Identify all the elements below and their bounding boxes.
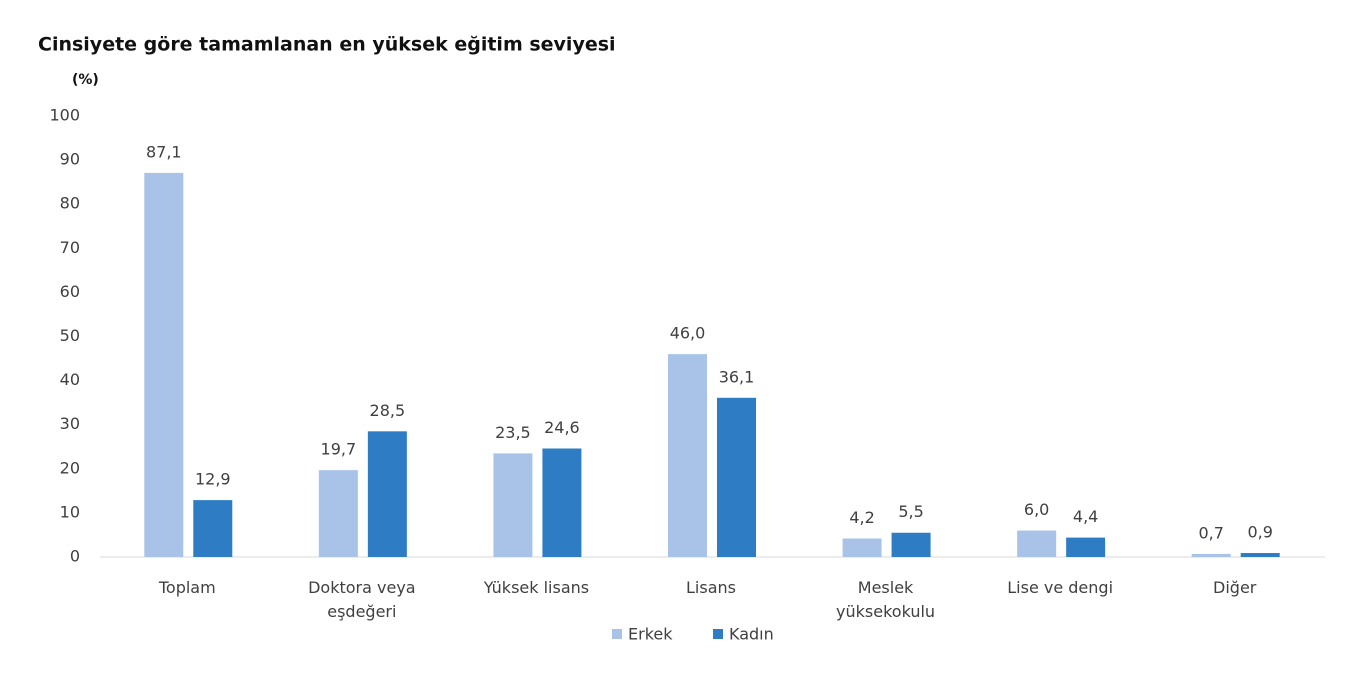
x-tick-label: Yüksek lisans bbox=[483, 578, 590, 597]
y-tick-label: 70 bbox=[60, 238, 80, 257]
bar bbox=[542, 448, 582, 557]
legend-swatch bbox=[713, 629, 723, 639]
y-tick-label: 0 bbox=[70, 547, 80, 566]
y-tick-label: 30 bbox=[60, 414, 80, 433]
bar bbox=[1017, 530, 1057, 557]
x-tick-label: Lisans bbox=[686, 578, 736, 597]
bar bbox=[367, 431, 407, 557]
bar bbox=[493, 453, 533, 557]
y-tick-label: 60 bbox=[60, 282, 80, 301]
legend-swatch bbox=[612, 629, 622, 639]
y-tick-label: 90 bbox=[60, 150, 80, 169]
y-tick-label: 80 bbox=[60, 194, 80, 213]
value-label: 4,2 bbox=[849, 508, 874, 527]
chart-title: Cinsiyete göre tamamlanan en yüksek eğit… bbox=[38, 34, 616, 56]
bar bbox=[668, 354, 707, 557]
bar bbox=[1066, 537, 1106, 557]
value-label: 5,5 bbox=[898, 502, 923, 521]
y-tick-label: 50 bbox=[60, 326, 80, 345]
value-label: 12,9 bbox=[195, 470, 231, 489]
value-label: 23,5 bbox=[495, 423, 531, 442]
y-unit: (%) bbox=[72, 72, 99, 88]
value-label: 87,1 bbox=[146, 142, 182, 161]
x-tick-label: Diğer bbox=[1213, 578, 1257, 597]
value-label: 6,0 bbox=[1024, 500, 1049, 519]
bar bbox=[717, 397, 756, 557]
x-tick-label: Meslek yüksekokulu bbox=[836, 578, 936, 621]
y-tick-label: 20 bbox=[60, 458, 80, 477]
bar bbox=[1240, 553, 1280, 557]
legend-label: Kadın bbox=[729, 625, 774, 644]
value-label: 28,5 bbox=[370, 401, 406, 420]
bar bbox=[1191, 553, 1231, 557]
x-tick-label: Doktora veya eşdeğeri bbox=[308, 578, 416, 621]
bar bbox=[842, 538, 882, 557]
bar bbox=[144, 172, 184, 557]
x-tick-label: Toplam bbox=[158, 578, 216, 597]
value-label: 0,9 bbox=[1247, 523, 1272, 542]
value-label: 4,4 bbox=[1073, 507, 1098, 526]
y-tick-label: 10 bbox=[60, 502, 80, 521]
x-tick-label: Lise ve dengi bbox=[1007, 578, 1114, 597]
value-label: 24,6 bbox=[544, 418, 580, 437]
value-label: 36,1 bbox=[719, 367, 755, 386]
value-label: 19,7 bbox=[321, 440, 357, 459]
bar bbox=[193, 500, 233, 557]
y-tick-label: 100 bbox=[49, 106, 80, 125]
bar bbox=[891, 532, 931, 557]
legend-label: Erkek bbox=[628, 625, 673, 644]
value-label: 0,7 bbox=[1198, 523, 1223, 542]
bar bbox=[318, 470, 358, 557]
y-tick-label: 40 bbox=[60, 370, 80, 389]
value-label: 46,0 bbox=[670, 324, 706, 343]
